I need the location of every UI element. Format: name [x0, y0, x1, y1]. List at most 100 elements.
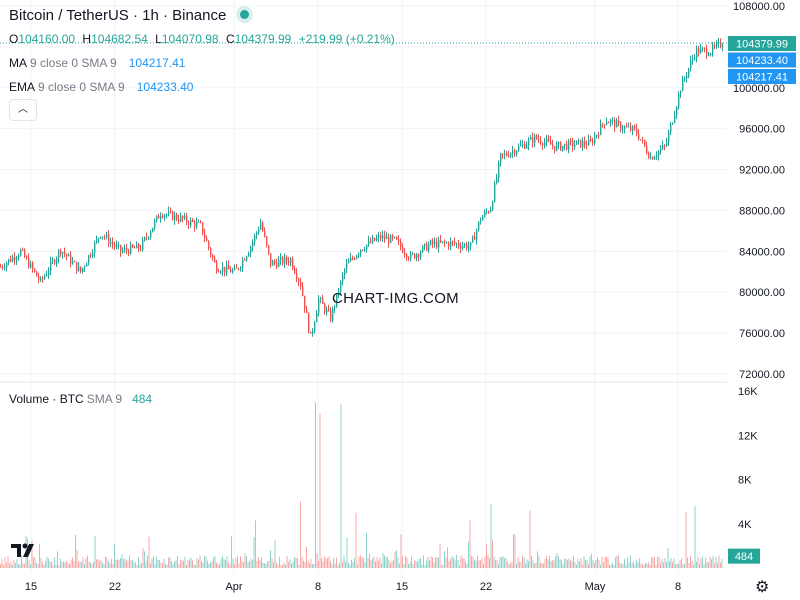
candle-body — [344, 269, 346, 276]
volume-bar — [630, 555, 631, 568]
volume-bar — [564, 558, 565, 568]
candle-body — [232, 269, 234, 273]
candle-body — [162, 215, 164, 218]
candle-body — [160, 215, 162, 219]
volume-bar — [6, 562, 7, 568]
volume-bar — [202, 562, 204, 568]
candle-body — [260, 223, 262, 230]
volume-legend[interactable]: Volume · BTC SMA 9 484 — [9, 392, 153, 406]
volume-bar — [273, 562, 274, 568]
volume-bar — [498, 564, 499, 568]
volume-bar — [654, 557, 655, 568]
candle-body — [334, 306, 336, 309]
candle-body — [672, 122, 674, 125]
volume-bar — [114, 544, 115, 568]
gear-icon[interactable]: ⚙ — [755, 579, 770, 596]
volume-bar — [289, 559, 291, 568]
volume-bar — [459, 564, 460, 568]
volume-bar — [216, 562, 217, 568]
candle-body — [96, 238, 98, 243]
candle-body — [296, 273, 298, 279]
volume-bar — [313, 563, 315, 568]
volume-bar — [549, 555, 550, 568]
volume-bar — [321, 558, 322, 568]
volume-bar — [448, 561, 450, 568]
candle-body — [370, 240, 372, 243]
volume-bar — [66, 561, 67, 568]
candle-body — [446, 242, 448, 244]
volume-bar — [411, 556, 412, 568]
candle-body — [208, 241, 210, 248]
candle-body — [6, 262, 8, 268]
volume-bar — [670, 558, 672, 568]
candle-body — [210, 247, 212, 255]
volume-bar — [91, 563, 93, 568]
candle-body — [226, 264, 228, 273]
candle-body — [44, 275, 46, 279]
volume-bar — [636, 559, 637, 568]
candle-body — [174, 214, 176, 220]
volume-bar — [82, 557, 84, 568]
candle-body — [242, 259, 244, 268]
market-status-icon — [240, 10, 250, 19]
volume-bar — [531, 555, 532, 568]
candle-body — [478, 221, 480, 230]
candle-body — [256, 232, 258, 236]
volume-bar — [295, 557, 297, 568]
candle-body — [432, 240, 434, 244]
volume-bar — [505, 557, 507, 568]
candle-body — [118, 244, 120, 246]
volume-bar — [340, 404, 342, 568]
candle-body — [60, 250, 62, 254]
candle-body — [80, 266, 82, 272]
candle-body — [578, 139, 580, 141]
volume-bar — [487, 554, 489, 568]
volume-bar — [385, 557, 387, 568]
volume-bar — [558, 556, 559, 568]
candle-body — [576, 140, 578, 145]
candle-body — [604, 124, 606, 126]
candle-body — [640, 139, 642, 141]
ema-legend[interactable]: EMA 9 close 0 SMA 9 104233.40 — [9, 80, 193, 94]
volume-bar — [298, 564, 300, 568]
candle-body — [312, 331, 314, 334]
volume-bar — [19, 564, 21, 568]
volume-bar — [430, 556, 432, 568]
candle-body — [382, 235, 384, 239]
candle-body — [164, 215, 166, 218]
volume-bar — [46, 556, 48, 568]
candle-body — [368, 240, 370, 245]
candle-body — [664, 145, 666, 147]
candle-body — [176, 214, 178, 220]
volume-bar — [552, 560, 553, 568]
volume-bar — [1, 559, 3, 568]
volume-bar — [153, 556, 154, 568]
candle-body — [304, 295, 306, 310]
volume-bar — [291, 563, 292, 568]
volume-bar — [238, 563, 240, 568]
ma-legend[interactable]: MA 9 close 0 SMA 9 104217.41 — [9, 56, 185, 70]
volume-bar — [327, 558, 328, 568]
volume-bar — [607, 557, 609, 568]
volume-bar — [640, 563, 642, 568]
volume-bar — [429, 560, 430, 568]
candle-body — [154, 220, 156, 228]
collapse-legend-button[interactable]: ︿ — [9, 99, 37, 121]
candle-body — [62, 252, 64, 254]
volume-bar — [228, 562, 229, 568]
symbol-title[interactable]: Bitcoin / TetherUS · 1h · Binance — [9, 7, 227, 24]
candle-body — [418, 254, 420, 257]
candle-body — [592, 140, 594, 144]
candle-body — [338, 292, 340, 294]
tradingview-logo-icon[interactable] — [10, 540, 40, 560]
volume-bar — [211, 561, 213, 568]
volume-bar — [277, 564, 279, 568]
candle-body — [470, 242, 472, 247]
volume-bar — [87, 555, 88, 568]
volume-bar — [450, 559, 451, 568]
volume-bar — [214, 555, 216, 568]
candle-body — [216, 262, 218, 272]
volume-bar — [37, 563, 39, 568]
volume-bar — [330, 561, 331, 568]
